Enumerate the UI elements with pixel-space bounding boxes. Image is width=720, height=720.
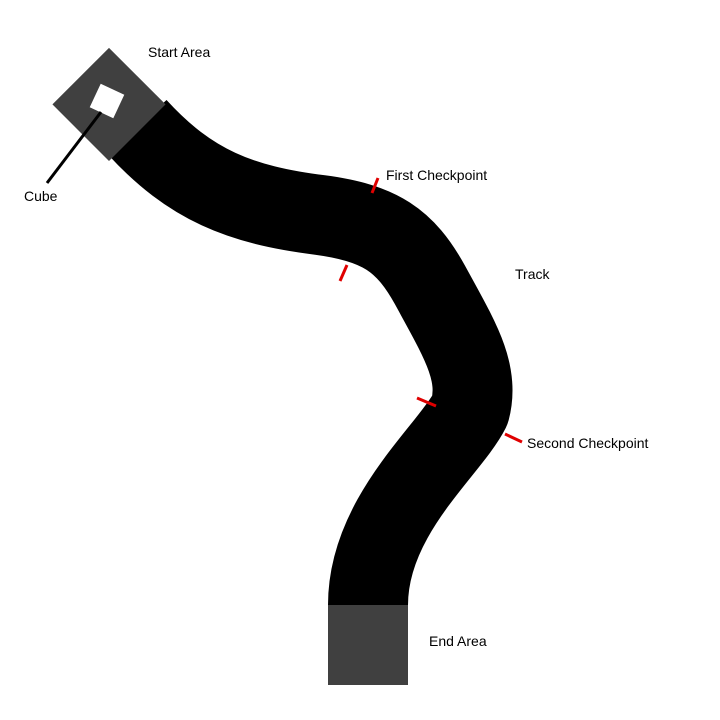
first-checkpoint-label: First Checkpoint [386, 167, 487, 183]
second-checkpoint-marker-right [504, 432, 523, 444]
first-checkpoint-marker-top [370, 177, 380, 194]
first-checkpoint-marker-bottom [338, 264, 349, 282]
cube-leader-line [45, 111, 103, 184]
second-checkpoint-marker-left [416, 396, 437, 408]
second-checkpoint-label: Second Checkpoint [527, 435, 649, 451]
cube-label: Cube [24, 188, 58, 204]
start-area-label: Start Area [148, 44, 210, 60]
cube [89, 83, 125, 119]
end-area-label: End Area [429, 633, 487, 649]
track-road [107, 99, 513, 607]
end-area [328, 605, 408, 685]
track-label: Track [515, 266, 550, 282]
